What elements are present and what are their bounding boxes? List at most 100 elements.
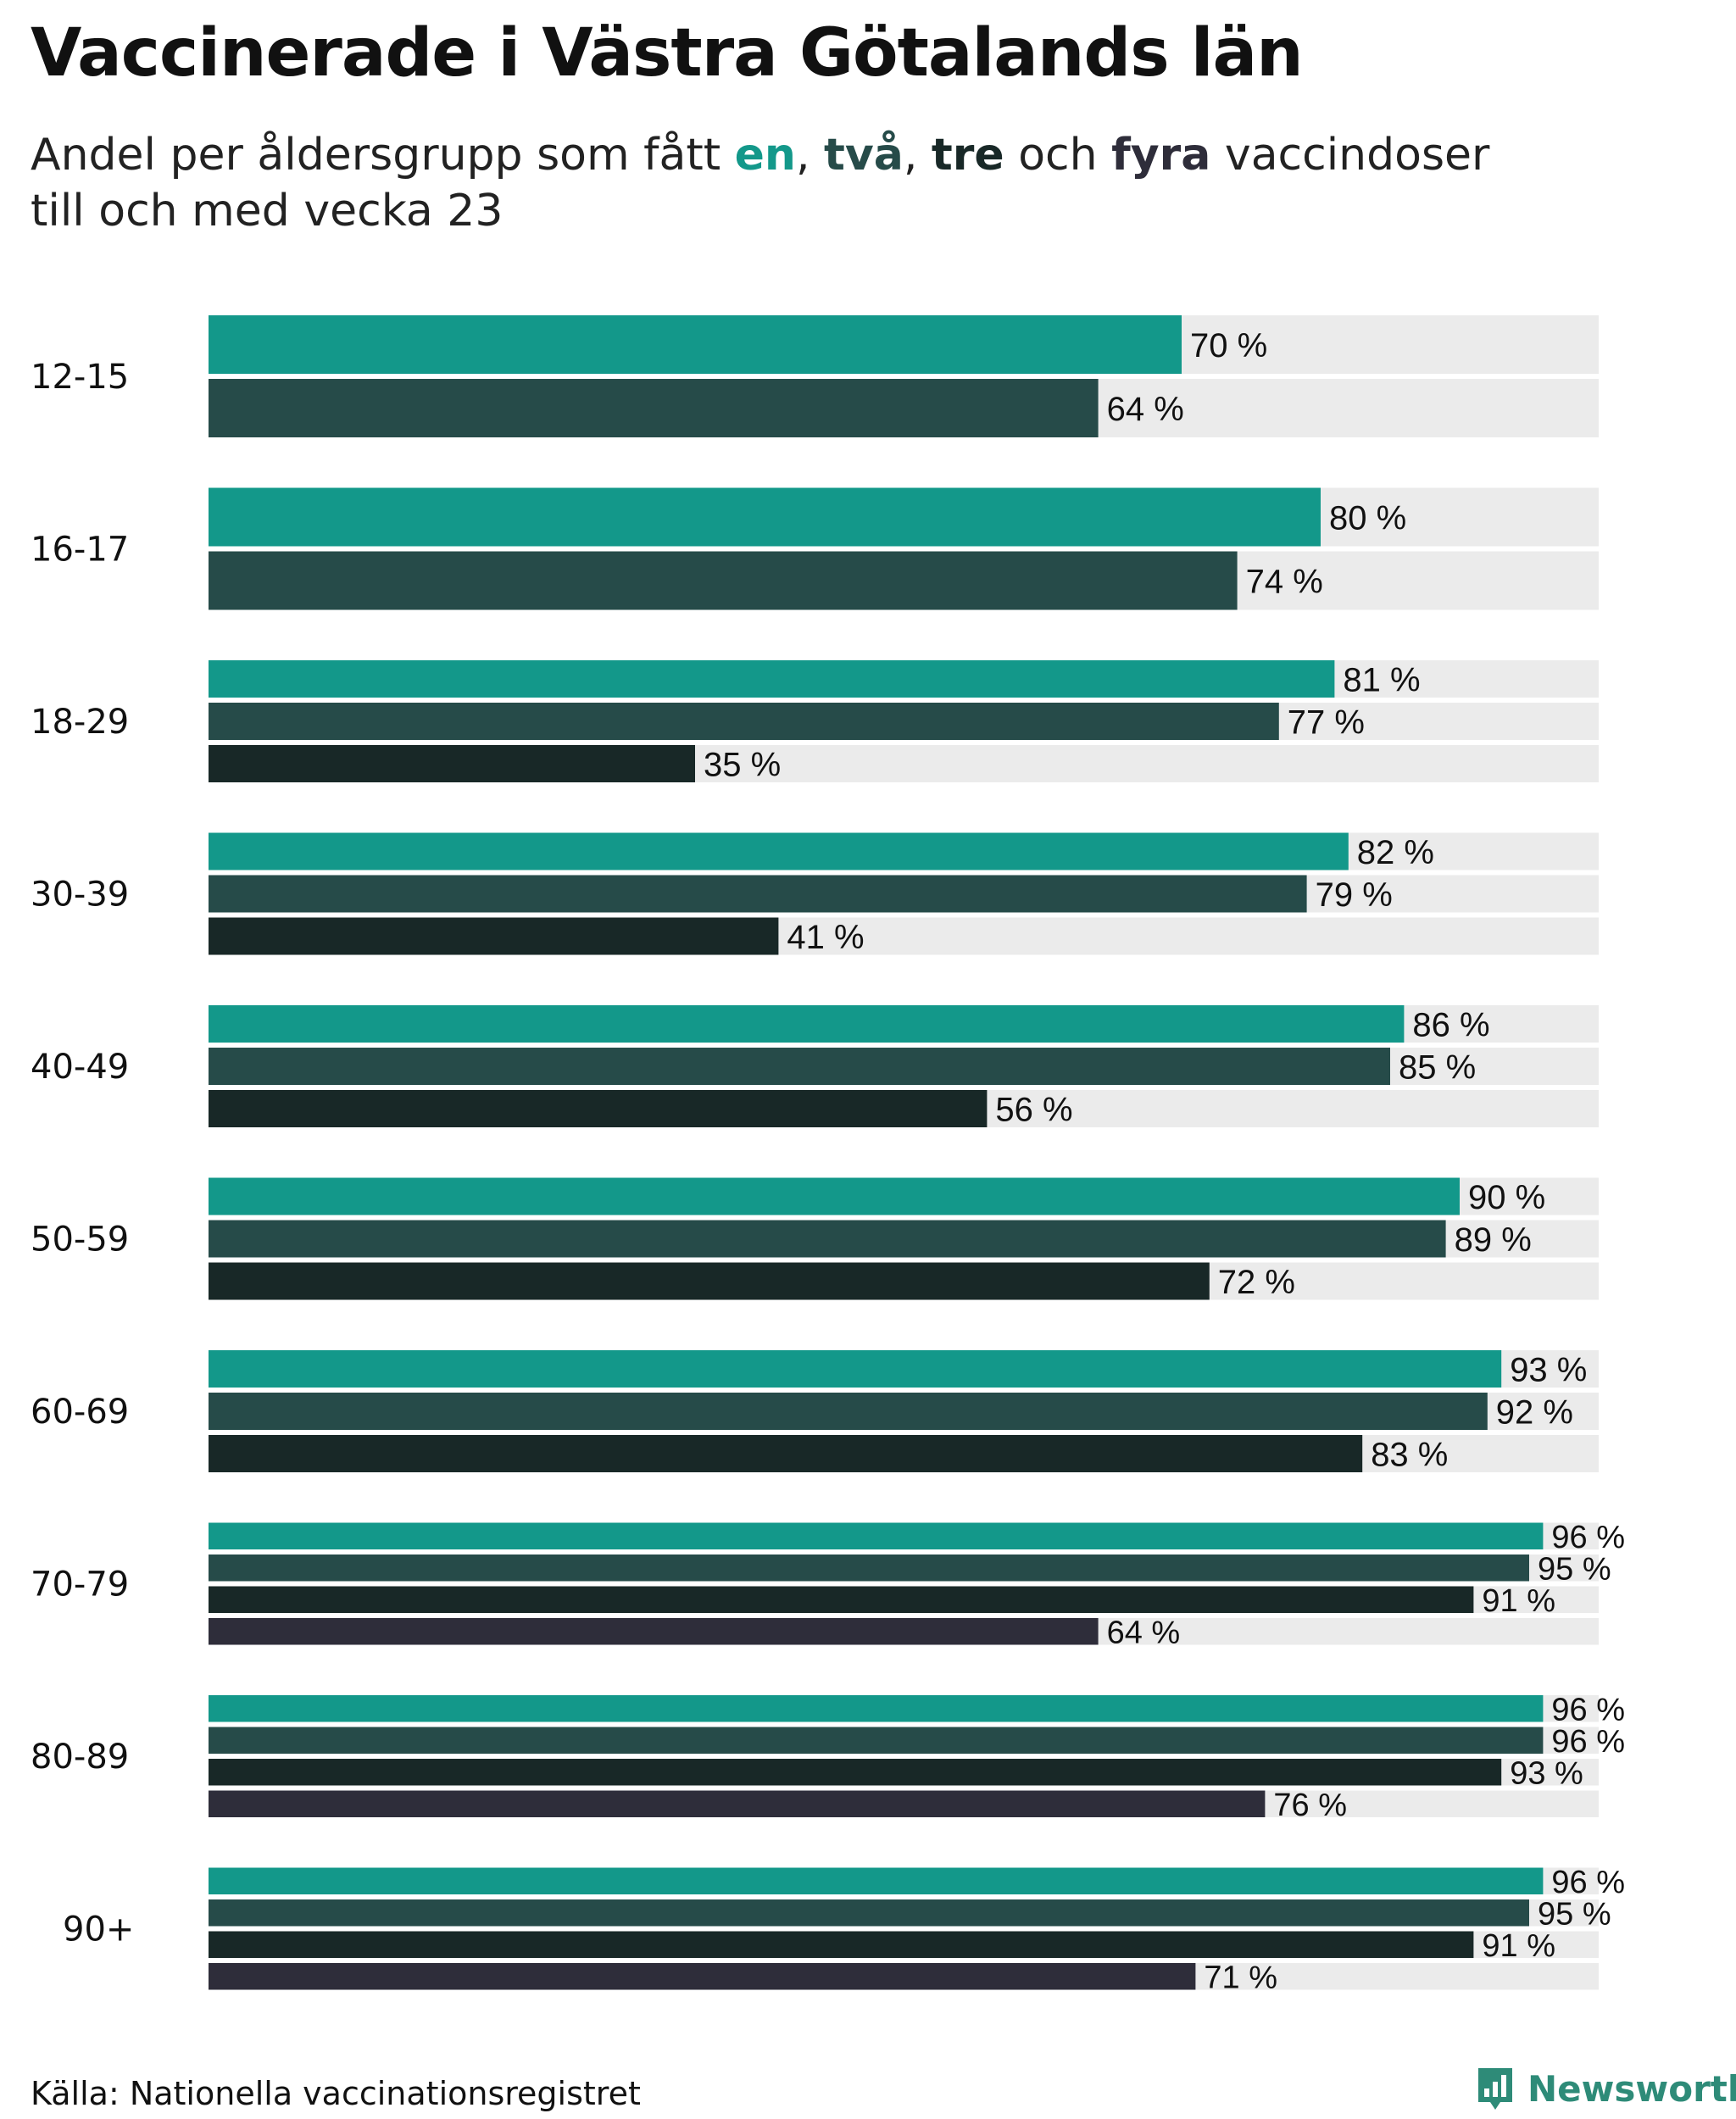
bar-en (209, 660, 1335, 698)
bar-tre (209, 1586, 1474, 1613)
bar-fyra (209, 1790, 1266, 1817)
legend-dose-2: två (824, 130, 904, 181)
data-label: 83 % (1371, 1436, 1448, 1473)
data-label: 96 % (1551, 1724, 1625, 1760)
chart-bubble-icon (1478, 2068, 1512, 2110)
data-label: 64 % (1107, 1615, 1181, 1650)
data-label: 82 % (1357, 834, 1434, 871)
bar-två (209, 1220, 1446, 1258)
category-label: 80-89 (31, 1738, 129, 1777)
data-label: 77 % (1288, 704, 1365, 741)
bar-group: 90+ 96 %95 %91 % 71 % (63, 1865, 1625, 1996)
data-label: 56 % (995, 1091, 1072, 1128)
data-label: 74 % (1246, 563, 1323, 600)
category-label: 90+ (63, 1910, 134, 1949)
data-label: 70 % (1190, 327, 1267, 364)
chart-title: Vaccinerade i Västra Götalands län (31, 15, 1304, 92)
bar-fyra (209, 1618, 1099, 1645)
bar-en (209, 1350, 1502, 1388)
bar-tre (209, 1759, 1502, 1786)
data-label: 86 % (1412, 1006, 1489, 1043)
subtitle-line-2: till och med vecka 23 (31, 186, 504, 236)
bar-tre (209, 1090, 988, 1127)
bar-tre (209, 745, 695, 782)
bar-group: 50-59 90 % 89 % 72 % (31, 1177, 1599, 1301)
bar-group: 30-39 82 % 79 % 41 % (31, 832, 1599, 956)
data-label: 35 % (704, 746, 781, 783)
data-label: 79 % (1316, 876, 1393, 914)
bar-två (209, 1554, 1529, 1582)
bar-en (209, 832, 1349, 870)
bar-två (209, 1727, 1544, 1754)
bar-en (209, 1867, 1544, 1894)
data-label: 90 % (1468, 1179, 1545, 1216)
subtitle-line-1: Andel per åldersgrupp som fått en, två, … (31, 127, 1489, 183)
data-label: 96 % (1551, 1520, 1625, 1555)
category-label: 60-69 (31, 1393, 129, 1432)
category-label: 18-29 (31, 703, 129, 742)
data-label: 91 % (1482, 1928, 1555, 1964)
legend-dose-3: tre (931, 130, 1004, 181)
bar-group: 18-29 81 % 77 % 35 % (31, 660, 1599, 783)
bar-två (209, 1048, 1390, 1085)
bar-group: 60-69 93 % 92 % 83 % (31, 1350, 1599, 1473)
category-label: 40-49 (31, 1048, 129, 1087)
legend-dose-4: fyra (1111, 130, 1211, 181)
subtitle-separator: , (795, 130, 825, 181)
bar-en (209, 315, 1182, 374)
data-label: 91 % (1482, 1583, 1555, 1619)
bar-en (209, 1522, 1544, 1549)
bar-en (209, 1695, 1544, 1722)
category-label: 12-15 (31, 358, 129, 397)
bar-två (209, 379, 1099, 437)
brand-name: Newsworthy (1527, 2067, 1736, 2110)
bar-två (209, 703, 1279, 740)
subtitle-prefix: Andel per åldersgrupp som fått (31, 130, 735, 181)
bar-tre (209, 917, 779, 955)
bar-tre (209, 1931, 1474, 1958)
bar-en (209, 487, 1321, 547)
bar-tre (209, 1262, 1210, 1300)
chart-subtitle: Andel per åldersgrupp som fått en, två, … (31, 127, 1489, 239)
bar-group: 16-17 80 %74 % (31, 487, 1599, 610)
bar-två (209, 875, 1307, 913)
subtitle-suffix: vaccindoser (1210, 130, 1490, 181)
data-label: 96 % (1551, 1692, 1625, 1727)
data-label: 76 % (1273, 1788, 1347, 1823)
data-label: 85 % (1399, 1048, 1476, 1086)
bar-en (209, 1005, 1405, 1043)
category-label: 16-17 (31, 531, 129, 570)
bar-två (209, 1899, 1529, 1927)
category-label: 70-79 (31, 1566, 129, 1605)
data-label: 81 % (1343, 661, 1420, 698)
source-note: Källa: Nationella vaccinationsregistret (31, 2075, 641, 2112)
data-label: 95 % (1538, 1896, 1611, 1932)
subtitle-separator: och (1004, 130, 1112, 181)
data-label: 95 % (1538, 1551, 1611, 1587)
bar-fyra (209, 1963, 1196, 1990)
data-label: 64 % (1107, 391, 1184, 428)
category-label: 30-39 (31, 876, 129, 915)
bar-group: 40-49 86 % 85 % 56 % (31, 1005, 1599, 1128)
data-label: 93 % (1510, 1351, 1587, 1388)
bar-två (209, 1393, 1488, 1430)
data-label: 89 % (1455, 1221, 1532, 1259)
data-label: 92 % (1496, 1393, 1573, 1431)
data-label: 72 % (1218, 1264, 1295, 1301)
data-label: 71 % (1204, 1960, 1277, 1995)
category-label: 50-59 (31, 1221, 129, 1260)
bar-group: 70-79 96 %95 %91 % 64 % (31, 1520, 1625, 1651)
data-label: 41 % (787, 919, 864, 956)
bar-en (209, 1177, 1460, 1215)
data-label: 93 % (1510, 1755, 1583, 1791)
bar-group: 12-15 70 %64 % (31, 315, 1599, 437)
brand: Newsworthy (1475, 2065, 1736, 2112)
bar-tre (209, 1435, 1363, 1472)
bar-två (209, 551, 1238, 610)
legend-dose-1: en (734, 130, 796, 181)
subtitle-separator: , (903, 130, 932, 181)
data-label: 96 % (1551, 1865, 1625, 1900)
data-label: 80 % (1329, 499, 1406, 537)
